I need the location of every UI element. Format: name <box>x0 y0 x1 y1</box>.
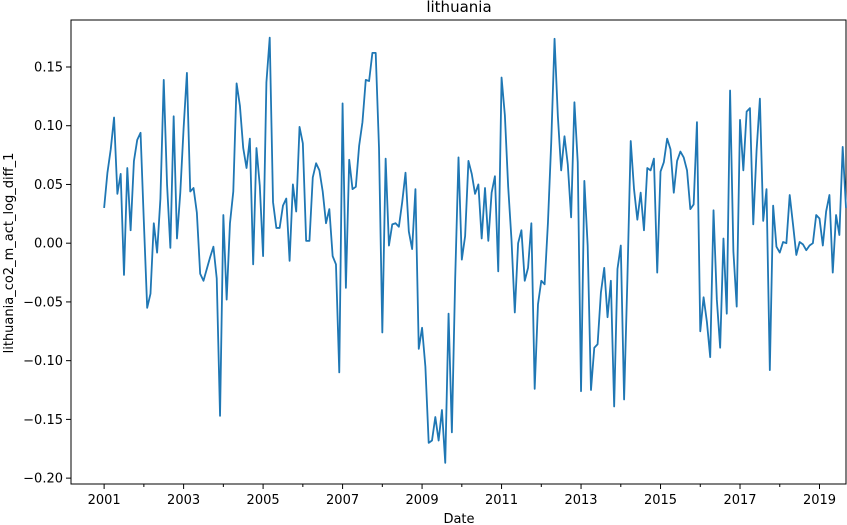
x-tick-label: 2013 <box>564 493 597 508</box>
x-tick-label: 2019 <box>803 493 836 508</box>
x-tick-label: 2015 <box>644 493 677 508</box>
x-tick-label: 2011 <box>485 493 518 508</box>
y-tick-label: −0.15 <box>23 413 63 428</box>
plot-area <box>70 19 847 485</box>
y-tick-label: 0.15 <box>34 60 63 75</box>
y-tick-label: −0.05 <box>23 295 63 310</box>
x-tick-label: 2005 <box>247 493 280 508</box>
y-tick-label: 0.00 <box>34 237 63 252</box>
y-tick-label: 0.10 <box>34 119 63 134</box>
y-tick-label: −0.10 <box>23 354 63 369</box>
series-line <box>103 36 847 464</box>
y-axis-title: lithuania_co2_m_act_log_diff_1 <box>2 153 17 354</box>
chart-title: lithuania <box>426 0 491 16</box>
plot-frame <box>70 19 847 485</box>
x-tick-label: 2009 <box>406 493 439 508</box>
y-tick-label: −0.20 <box>23 472 63 487</box>
x-tick-label: 2001 <box>88 493 121 508</box>
y-axis: 0.15 0.10 0.05 0.00 −0.05 −0.10 −0.15 −0.20 <box>23 60 71 487</box>
x-tick-label: 2017 <box>723 493 756 508</box>
x-tick-label: 2003 <box>167 493 200 508</box>
y-tick-label: 0.05 <box>34 178 63 193</box>
x-axis: 2001 2003 2005 2007 2009 2011 2013 2015 2017 2019 <box>88 484 836 508</box>
x-axis-title: Date <box>443 512 474 525</box>
x-tick-label: 2007 <box>326 493 359 508</box>
